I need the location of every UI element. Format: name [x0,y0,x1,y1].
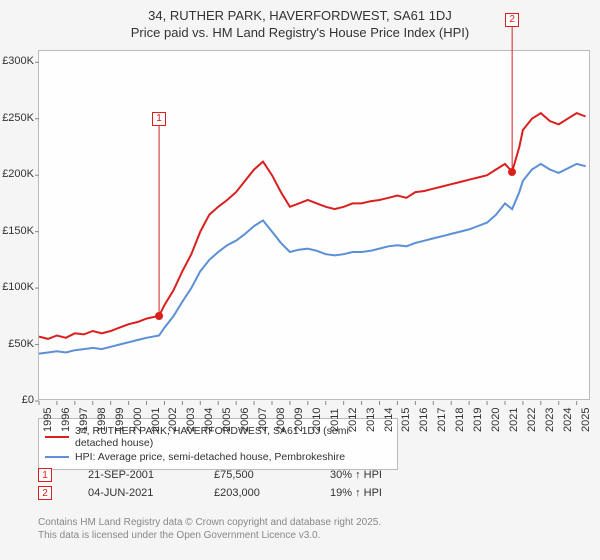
marker-dot-2 [508,168,516,176]
x-tick-label: 2023 [544,408,556,432]
x-tick-label: 2024 [562,408,574,432]
x-tick-label: 2010 [311,408,323,432]
transaction-price: £75,500 [214,469,294,481]
transaction-delta: 30% ↑ HPI [330,469,382,481]
y-tick-label: £50K [8,338,34,350]
x-tick-label: 2025 [580,408,592,432]
x-tick-label: 1996 [60,408,72,432]
transaction-date: 04-JUN-2021 [88,487,178,499]
marker-badge-1: 1 [152,112,166,126]
x-tick-label: 2019 [472,408,484,432]
legend: 34, RUTHER PARK, HAVERFORDWEST, SA61 1DJ… [38,418,398,470]
x-tick-label: 1997 [78,408,90,432]
x-tick-label: 2007 [257,408,269,432]
footer-attribution: Contains HM Land Registry data © Crown c… [38,516,381,542]
footer-line1: Contains HM Land Registry data © Crown c… [38,516,381,529]
transaction-price: £203,000 [214,487,294,499]
x-tick-label: 1995 [42,408,54,432]
plot-area: 12 [38,50,590,400]
title-address: 34, RUTHER PARK, HAVERFORDWEST, SA61 1DJ [10,8,590,23]
x-tick-label: 2022 [526,408,538,432]
marker-badge-2: 2 [505,13,519,27]
x-tick-label: 1998 [96,408,108,432]
x-tick-label: 2011 [329,408,341,432]
transaction-badge: 1 [38,468,52,482]
y-tick-label: £300K [2,55,34,67]
x-tick-label: 2014 [383,408,395,432]
x-tick-label: 2018 [454,408,466,432]
y-tick-label: £0 [22,394,34,406]
x-tick-label: 2012 [347,408,359,432]
x-tick-label: 2020 [490,408,502,432]
legend-item: HPI: Average price, semi-detached house,… [45,451,391,463]
y-tick-label: £200K [2,168,34,180]
transaction-date: 21-SEP-2001 [88,469,178,481]
chart-svg [39,51,589,399]
x-tick-label: 2013 [365,408,377,432]
x-tick-label: 2005 [221,408,233,432]
x-tick-label: 2006 [239,408,251,432]
x-tick-label: 2017 [436,408,448,432]
chart-container: 34, RUTHER PARK, HAVERFORDWEST, SA61 1DJ… [0,0,600,560]
series-line-hpi [39,164,586,354]
legend-swatch [45,456,69,458]
y-tick-label: £150K [2,225,34,237]
transaction-badge: 2 [38,486,52,500]
transaction-delta: 19% ↑ HPI [330,487,382,499]
transaction-table: 1 21-SEP-2001 £75,500 30% ↑ HPI 2 04-JUN-2021… [38,464,382,504]
x-tick-label: 2000 [132,408,144,432]
legend-swatch [45,436,69,438]
x-tick-label: 2009 [293,408,305,432]
x-tick-label: 2008 [275,408,287,432]
x-tick-label: 2001 [150,408,162,432]
title-subtitle: Price paid vs. HM Land Registry's House … [10,25,590,40]
series-line-price_paid [39,113,586,339]
footer-line2: This data is licensed under the Open Gov… [38,529,381,542]
transaction-row: 1 21-SEP-2001 £75,500 30% ↑ HPI [38,468,382,482]
y-tick-label: £250K [2,112,34,124]
x-tick-label: 1999 [114,408,126,432]
transaction-row: 2 04-JUN-2021 £203,000 19% ↑ HPI [38,486,382,500]
x-tick-label: 2002 [167,408,179,432]
x-tick-label: 2003 [185,408,197,432]
x-tick-label: 2021 [508,408,520,432]
legend-label: HPI: Average price, semi-detached house,… [75,451,345,463]
y-tick-label: £100K [2,281,34,293]
x-tick-label: 2004 [203,408,215,432]
x-tick-label: 2015 [400,408,412,432]
marker-dot-1 [155,312,163,320]
x-tick-label: 2016 [418,408,430,432]
